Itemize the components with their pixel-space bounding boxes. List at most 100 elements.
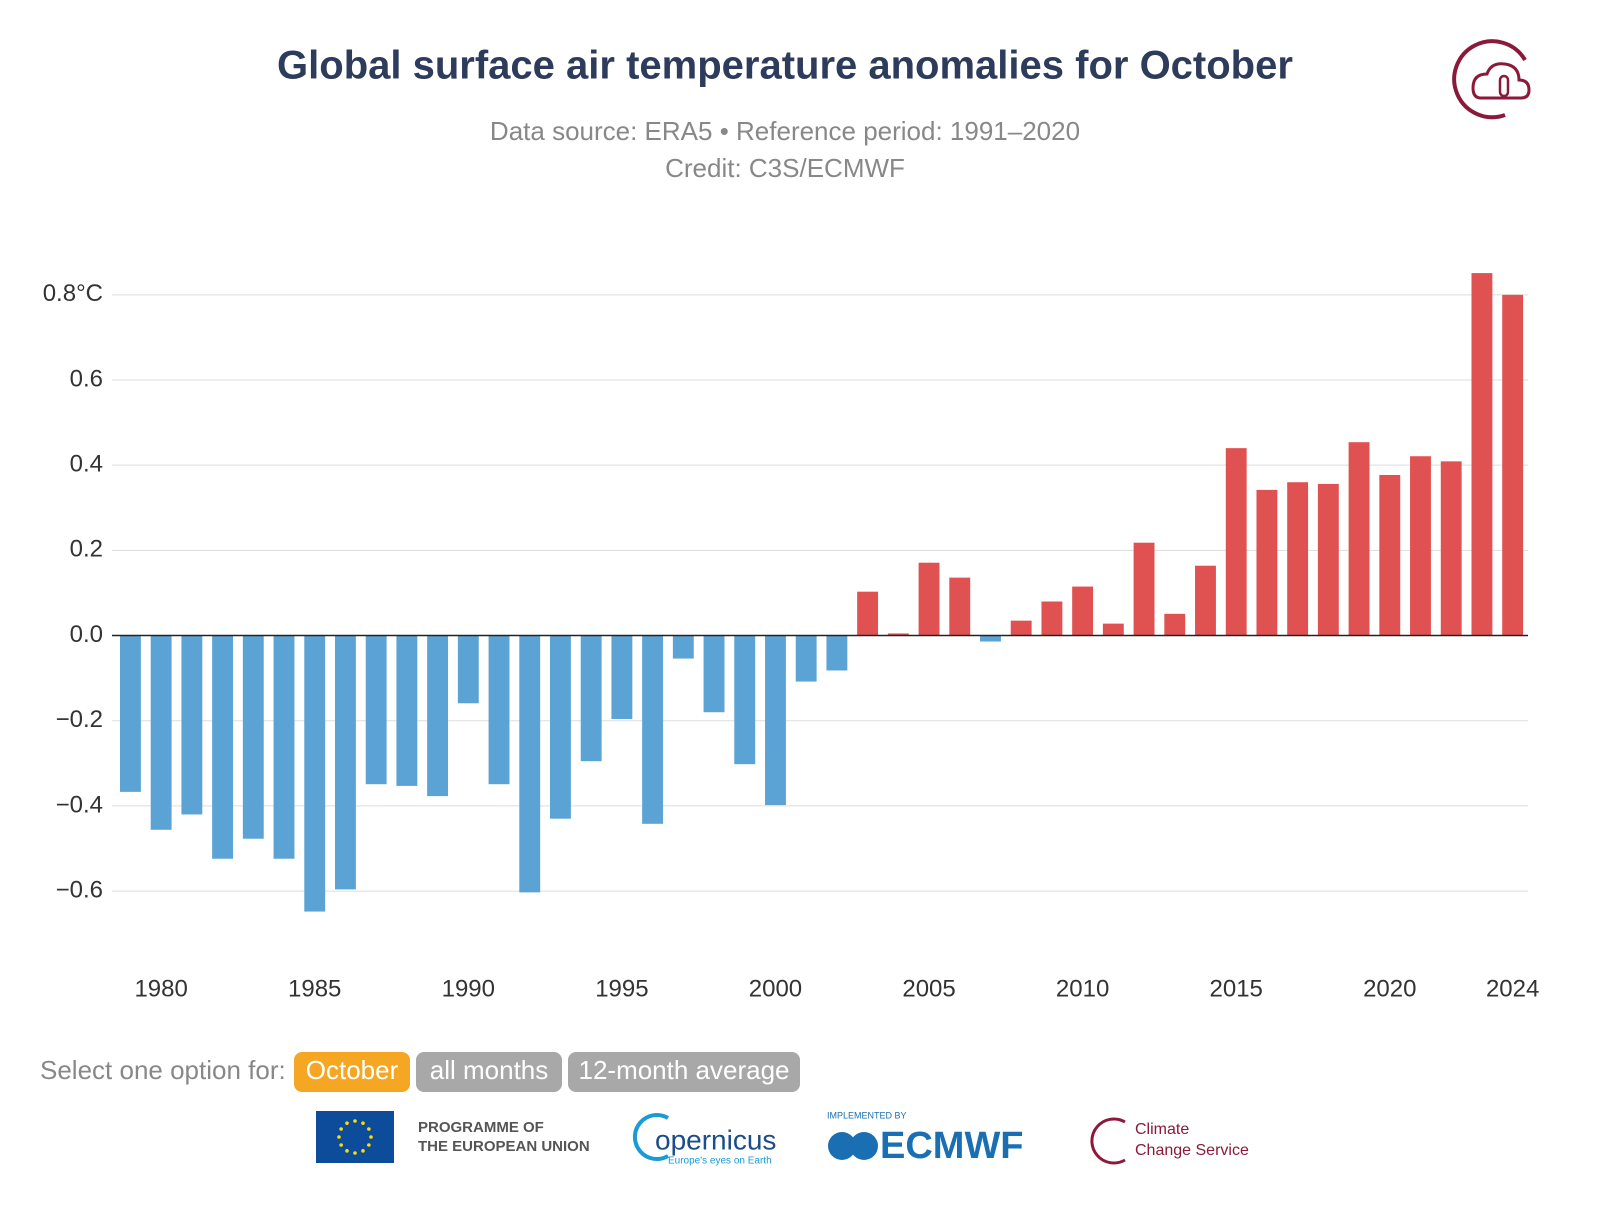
copernicus-text: opernicus bbox=[655, 1124, 776, 1155]
bar bbox=[887, 633, 909, 636]
copernicus-tagline: Europe's eyes on Earth bbox=[668, 1156, 772, 1167]
ecmwf-icon bbox=[828, 1132, 878, 1160]
x-tick-label: 1990 bbox=[442, 975, 495, 1002]
bar bbox=[519, 635, 541, 893]
bar bbox=[119, 635, 141, 792]
credit: Credit: C3S/ECMWF bbox=[665, 153, 905, 183]
x-tick-label: 2005 bbox=[902, 975, 955, 1002]
bar bbox=[642, 635, 664, 824]
bar bbox=[980, 635, 1001, 642]
y-tick-label: 0.2 bbox=[70, 536, 103, 563]
y-tick-label: −0.6 bbox=[56, 876, 103, 903]
bar bbox=[1072, 586, 1094, 636]
c3s-small-icon bbox=[1090, 1117, 1126, 1165]
y-tick-label: −0.4 bbox=[56, 791, 103, 818]
bar bbox=[1164, 613, 1186, 636]
bar bbox=[1317, 483, 1339, 636]
c3s-text: Change Service bbox=[1135, 1142, 1249, 1159]
bar bbox=[273, 635, 295, 859]
bar bbox=[672, 635, 694, 659]
star bbox=[345, 1121, 349, 1125]
copernicus-arc bbox=[632, 1113, 670, 1161]
bar bbox=[1440, 461, 1462, 636]
y-tick-label: 0.8°C bbox=[43, 280, 103, 307]
bar bbox=[1348, 442, 1370, 636]
y-tick-label: 0.4 bbox=[70, 451, 103, 478]
option-bg bbox=[568, 1052, 800, 1092]
x-tick-label: 1980 bbox=[134, 975, 187, 1002]
bar bbox=[427, 635, 449, 797]
star bbox=[337, 1135, 341, 1139]
bar bbox=[1041, 601, 1063, 636]
bar bbox=[765, 635, 786, 806]
ecmwf-text: ECMWF bbox=[880, 1125, 1024, 1167]
bar bbox=[1410, 456, 1431, 636]
x-tick-label: 2015 bbox=[1210, 975, 1263, 1002]
star bbox=[353, 1119, 357, 1123]
bar bbox=[611, 635, 633, 720]
star bbox=[339, 1127, 343, 1131]
bar bbox=[365, 635, 387, 785]
chart-title: Global surface air temperature anomalies… bbox=[277, 44, 1293, 88]
bar bbox=[212, 635, 234, 859]
star bbox=[339, 1143, 343, 1147]
x-tick-label: 2000 bbox=[749, 975, 802, 1002]
bar bbox=[1195, 565, 1216, 636]
x-tick-label: 1985 bbox=[288, 975, 341, 1002]
option-label: 12-month average bbox=[578, 1055, 789, 1085]
bar bbox=[1502, 294, 1524, 636]
option-button[interactable]: 12-month average bbox=[568, 1052, 800, 1092]
star bbox=[345, 1149, 349, 1153]
bar bbox=[795, 635, 817, 682]
bar bbox=[1010, 620, 1032, 636]
bar bbox=[734, 635, 756, 765]
c3s-icon bbox=[1452, 39, 1531, 120]
bar bbox=[949, 577, 971, 636]
bar bbox=[1256, 489, 1278, 636]
x-tick-label: 2010 bbox=[1056, 975, 1109, 1002]
option-bg bbox=[294, 1052, 410, 1092]
subtitle: Data source: ERA5 • Reference period: 19… bbox=[490, 116, 1080, 146]
bar bbox=[1287, 482, 1309, 636]
x-tick-label: 2024 bbox=[1486, 975, 1539, 1002]
option-button[interactable]: all months bbox=[416, 1052, 562, 1092]
bar bbox=[580, 635, 602, 762]
bar bbox=[857, 591, 879, 636]
bar bbox=[703, 635, 725, 713]
eu-flag bbox=[316, 1111, 394, 1163]
option-label: October bbox=[306, 1055, 399, 1085]
star bbox=[369, 1135, 373, 1139]
option-button[interactable]: October bbox=[294, 1052, 410, 1092]
star bbox=[367, 1127, 371, 1131]
y-tick-label: −0.2 bbox=[56, 706, 103, 733]
c3s-text: Climate bbox=[1135, 1121, 1189, 1138]
bar bbox=[304, 635, 326, 912]
star bbox=[367, 1143, 371, 1147]
eu-text: PROGRAMME OF bbox=[418, 1119, 544, 1136]
controls-prompt: Select one option for: bbox=[40, 1055, 286, 1085]
bar bbox=[918, 562, 940, 636]
bar bbox=[1471, 273, 1493, 636]
bar bbox=[488, 635, 510, 785]
option-label: all months bbox=[430, 1055, 549, 1085]
star bbox=[353, 1151, 357, 1155]
bar bbox=[1225, 448, 1247, 636]
bar bbox=[334, 635, 356, 890]
x-tick-label: 2020 bbox=[1363, 975, 1416, 1002]
bar bbox=[1133, 542, 1155, 636]
bar bbox=[242, 635, 264, 839]
y-tick-label: 0.6 bbox=[70, 365, 103, 392]
star bbox=[361, 1149, 365, 1153]
bar bbox=[181, 635, 203, 815]
y-tick-label: 0.0 bbox=[70, 621, 103, 648]
eu-stars bbox=[337, 1119, 373, 1155]
x-tick-label: 1995 bbox=[595, 975, 648, 1002]
star bbox=[361, 1121, 365, 1125]
bar bbox=[396, 635, 418, 786]
bar bbox=[550, 635, 571, 819]
bar bbox=[457, 635, 479, 704]
option-bg bbox=[416, 1052, 562, 1092]
bar bbox=[1379, 474, 1401, 636]
bar bbox=[1102, 623, 1124, 636]
